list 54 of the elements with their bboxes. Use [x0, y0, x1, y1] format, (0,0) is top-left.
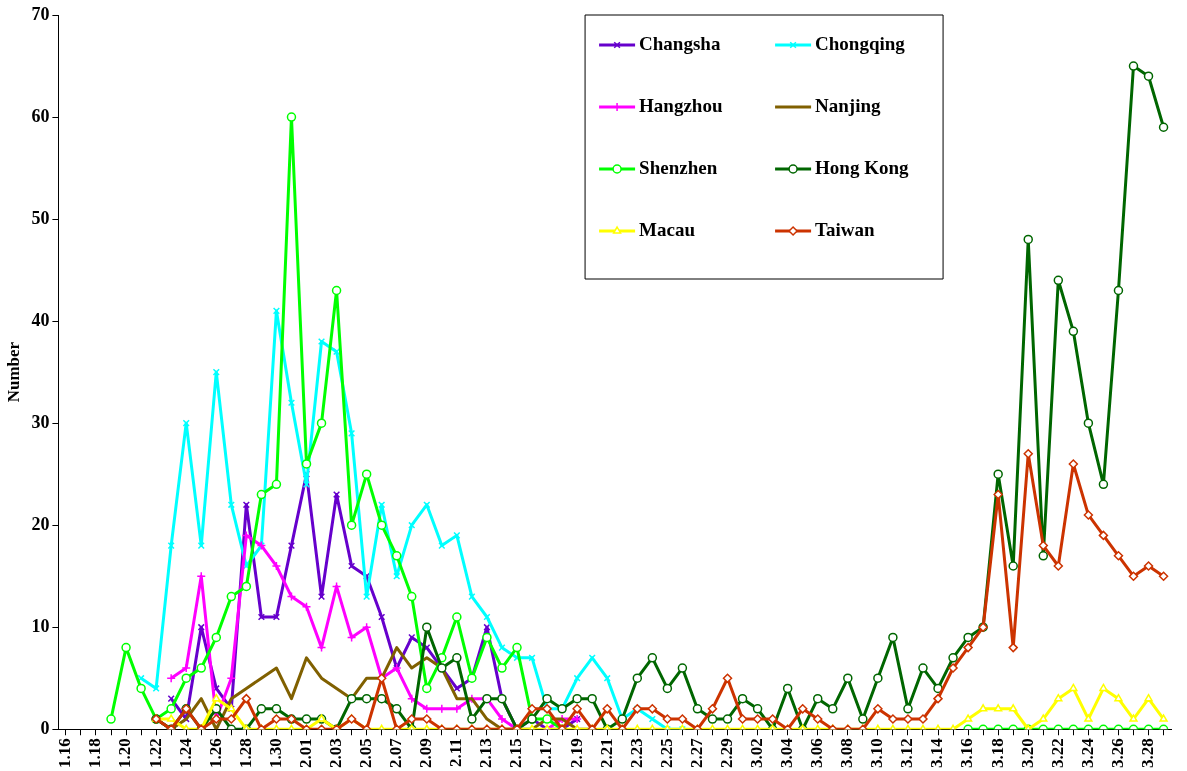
x-tick-label: 3.12 [897, 738, 917, 768]
x-tick-label: 1.20 [115, 738, 135, 768]
y-axis-title: Number [3, 341, 23, 403]
x-tick-label: 2.07 [386, 737, 406, 768]
x-tick-label: 1.28 [235, 738, 255, 768]
x-tick-label: 2.13 [476, 738, 496, 768]
y-tick-label: 40 [31, 309, 50, 330]
legend-label: Taiwan [815, 218, 876, 240]
x-tick-label: 2.15 [506, 738, 526, 768]
x-tick-label: 3.16 [957, 738, 977, 768]
x-tick-label: 3.20 [1017, 738, 1037, 768]
x-tick-label: 2.19 [566, 738, 586, 768]
x-tick-label: 2.01 [295, 738, 315, 768]
y-tick-label: 70 [31, 3, 50, 24]
legend-label: Changsha [639, 32, 721, 54]
y-tick-label: 0 [40, 717, 50, 738]
x-tick-label: 2.21 [596, 738, 616, 768]
x-tick-label: 1.26 [205, 738, 225, 768]
x-tick-label: 3.26 [1107, 738, 1127, 768]
x-tick-label: 2.29 [716, 738, 736, 768]
x-tick-label: 3.18 [987, 738, 1007, 768]
x-tick-label: 2.25 [656, 738, 676, 768]
x-tick-label: 2.11 [446, 738, 466, 768]
y-tick-label: 60 [31, 105, 50, 126]
x-tick-label: 2.27 [686, 737, 706, 768]
x-tick-label: 2.23 [626, 738, 646, 768]
x-tick-label: 3.24 [1077, 737, 1097, 768]
x-tick-label: 2.05 [356, 738, 376, 768]
x-tick-label: 3.04 [777, 737, 797, 768]
y-tick-label: 30 [31, 411, 50, 432]
x-tick-label: 3.06 [807, 738, 827, 768]
x-tick-label: 2.09 [416, 738, 436, 768]
x-tick-label: 2.17 [536, 737, 556, 768]
legend-label: Chongqing [815, 32, 906, 54]
y-tick-label: 50 [31, 207, 50, 228]
legend-label: Macau [639, 218, 696, 240]
x-tick-label: 2.03 [325, 738, 345, 768]
x-tick-label: 1.24 [175, 737, 195, 768]
legend-label: Hangzhou [639, 94, 723, 116]
y-tick-label: 20 [31, 513, 50, 534]
x-tick-label: 3.02 [746, 738, 766, 768]
x-tick-label: 3.08 [837, 738, 857, 768]
x-tick-label: 1.30 [265, 738, 285, 768]
legend-label: Shenzhen [639, 156, 718, 178]
x-tick-label: 1.22 [145, 738, 165, 768]
y-tick-label: 10 [31, 615, 50, 636]
x-tick-label: 1.16 [55, 738, 75, 768]
x-tick-label: 3.28 [1137, 738, 1157, 768]
x-tick-label: 3.14 [927, 737, 947, 768]
x-tick-label: 3.10 [867, 738, 887, 768]
x-tick-label: 1.18 [85, 738, 105, 768]
legend-label: Nanjing [815, 94, 882, 116]
legend-label: Hong Kong [815, 156, 910, 178]
x-tick-label: 3.22 [1047, 738, 1067, 768]
